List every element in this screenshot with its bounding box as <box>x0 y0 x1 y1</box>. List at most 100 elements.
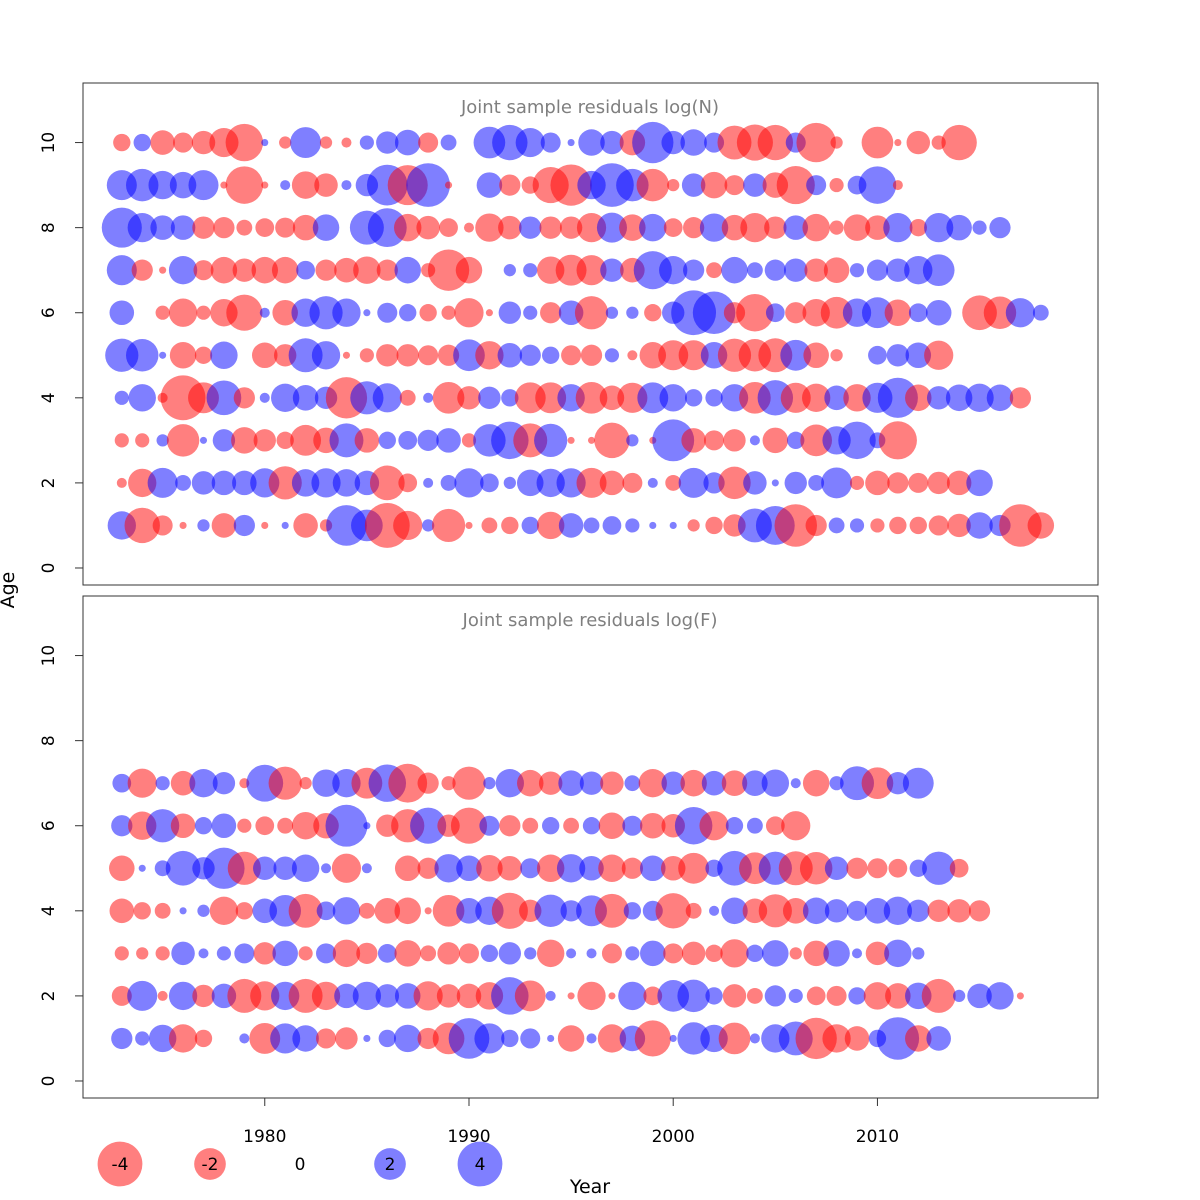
residual-bubble <box>566 948 577 959</box>
residual-bubble <box>157 990 168 1001</box>
residual-bubble <box>194 346 213 364</box>
residual-bubble <box>179 521 187 529</box>
residual-bubble <box>394 855 421 882</box>
residual-bubble <box>261 139 269 147</box>
residual-bubble <box>852 948 863 959</box>
residual-bubble <box>849 263 865 278</box>
residual-bubble <box>417 1027 439 1050</box>
residual-bubble <box>780 339 812 371</box>
residual-bubble <box>314 173 338 197</box>
residual-bubble <box>259 307 270 318</box>
residual-bubble <box>575 381 608 414</box>
residual-bubble <box>704 430 725 451</box>
residual-bubble <box>632 121 674 164</box>
residual-bubble <box>803 940 829 967</box>
residual-bubble <box>454 298 484 328</box>
residual-bubble <box>586 1033 597 1044</box>
residual-bubble <box>417 772 439 794</box>
residual-bubble <box>188 170 219 201</box>
residual-bubble <box>886 771 910 795</box>
residual-bubble <box>315 259 337 281</box>
residual-bubble <box>848 987 866 1005</box>
residual-bubble <box>216 946 231 961</box>
residual-bubble <box>876 1017 920 1060</box>
residual-bubble <box>534 894 567 928</box>
residual-bubble <box>623 902 642 920</box>
residual-bubble <box>399 389 416 406</box>
residual-bubble <box>725 817 744 835</box>
residual-bubble <box>952 989 966 1003</box>
residual-bubble <box>523 263 538 278</box>
residual-bubble <box>889 516 907 535</box>
residual-bubble <box>136 947 149 960</box>
residual-bubble <box>561 345 582 366</box>
residual-bubble <box>279 136 292 149</box>
residual-bubble <box>450 807 488 844</box>
residual-bubble <box>1032 304 1049 321</box>
residual-bubble <box>683 217 705 239</box>
residual-bubble <box>356 942 378 964</box>
residual-bubble <box>586 948 597 959</box>
residual-bubble <box>210 256 238 284</box>
residual-bubble <box>159 266 167 274</box>
residual-bubble <box>550 164 592 206</box>
residual-bubble <box>598 812 626 839</box>
residual-bubble <box>503 476 516 490</box>
residual-bubble <box>292 214 319 241</box>
residual-bubble <box>718 1022 751 1055</box>
residual-bubble <box>577 981 606 1011</box>
residual-bubble <box>168 298 198 327</box>
residual-bubble <box>170 770 196 796</box>
residual-bubble <box>883 896 913 925</box>
residual-bubble <box>884 299 912 326</box>
residual-bubble <box>563 817 580 834</box>
legend-label: 2 <box>385 1155 396 1175</box>
residual-bubble <box>521 516 539 535</box>
residual-bubble <box>148 1024 177 1053</box>
residual-bubble <box>829 178 844 193</box>
residual-bubble <box>576 467 607 498</box>
residual-bubble <box>465 521 473 529</box>
residual-bubble <box>253 942 276 965</box>
residual-bubble <box>877 377 918 418</box>
residual-bubble <box>321 863 332 874</box>
residual-bubble <box>498 301 522 324</box>
residual-bubble <box>440 134 457 151</box>
residual-bubble <box>463 222 474 233</box>
residual-bubble <box>536 854 565 882</box>
residual-bubble <box>199 436 208 444</box>
residual-bubble <box>870 518 885 533</box>
residual-bubble <box>271 383 300 412</box>
residual-bubble <box>843 384 871 412</box>
residual-bubble <box>965 383 994 412</box>
residual-bubble <box>924 340 954 370</box>
residual-bubble <box>746 944 764 963</box>
residual-bubble <box>363 309 371 317</box>
residual-bubble <box>168 981 198 1011</box>
residual-bubble <box>332 298 361 327</box>
residual-bubble <box>795 1017 837 1060</box>
residual-bubble <box>865 215 890 240</box>
residual-bubble <box>127 768 157 798</box>
residual-bubble <box>946 470 972 496</box>
y-tick-label: 4 <box>39 392 59 403</box>
residual-bubble <box>574 296 609 330</box>
residual-bubble <box>663 943 684 964</box>
residual-bubble <box>198 948 209 959</box>
residual-bubble <box>583 517 600 534</box>
residual-bubble <box>422 519 435 532</box>
residual-bubble <box>280 180 291 191</box>
residual-bubble <box>431 508 466 543</box>
residual-bubble <box>655 893 691 929</box>
residual-bubble <box>644 304 662 322</box>
residual-bubble <box>196 305 211 320</box>
residual-bubble <box>292 1025 319 1052</box>
residual-bubble <box>858 166 897 204</box>
residual-bubble <box>165 850 201 886</box>
residual-bubble <box>520 858 541 879</box>
residual-bubble <box>109 855 135 882</box>
residual-bubble <box>194 817 213 835</box>
residual-bubble <box>864 898 891 924</box>
y-tick-label: 6 <box>39 820 59 831</box>
residual-bubble <box>514 980 546 1012</box>
